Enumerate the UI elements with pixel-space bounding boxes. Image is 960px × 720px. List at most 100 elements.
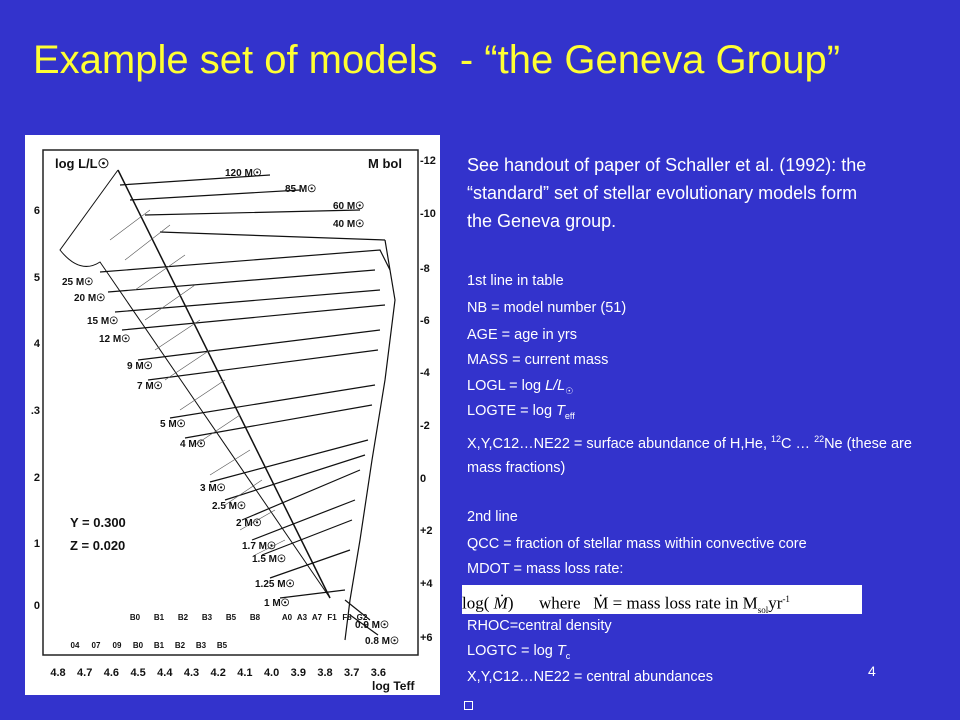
text: log( xyxy=(462,593,490,613)
text: LOGTC = log xyxy=(467,643,557,659)
text-line: QCC = fraction of stellar mass within co… xyxy=(467,536,807,552)
intro: See handout of paper of Schaller et al. … xyxy=(467,155,867,231)
tick: 6 xyxy=(34,205,40,217)
tick: 4.2 xyxy=(211,667,226,679)
figure-bg xyxy=(25,135,440,695)
text-line: X,Y,C12…NE22 = surface abundance of H,He… xyxy=(467,427,917,480)
tick: 4 xyxy=(34,338,41,350)
text-line: MASS = current mass xyxy=(467,352,608,368)
tick: 04 xyxy=(71,641,80,650)
text: LOGL = log xyxy=(467,378,546,394)
text: RHOC=central density xyxy=(467,618,612,634)
text: T xyxy=(556,643,566,659)
mass-label: 40 M☉ xyxy=(333,219,364,230)
tick: B2 xyxy=(178,613,189,622)
mass-label: 1.5 M☉ xyxy=(252,554,286,565)
formula: log( Ṁ) where Ṁ = mass loss rate in Msol… xyxy=(462,585,862,616)
mass-label: 9 M☉ xyxy=(127,361,153,372)
text: Ṁ xyxy=(493,593,508,613)
text: MDOT = mass loss rate: xyxy=(467,561,624,577)
mass-label: 1.25 M☉ xyxy=(255,579,295,590)
text-line: MDOT = mass loss rate: xyxy=(467,561,623,577)
tick: -12 xyxy=(420,155,436,167)
text: ☉ xyxy=(565,385,574,396)
text-line: 2nd line xyxy=(467,509,518,525)
mass-label: 20 M☉ xyxy=(74,293,105,304)
text: X,Y,C12…NE22 = surface abundance of H,He… xyxy=(467,435,772,452)
tick: F1 xyxy=(327,613,337,622)
text: C … xyxy=(781,435,815,452)
text: eff xyxy=(564,410,575,421)
tick: +6 xyxy=(420,632,433,644)
text: -1 xyxy=(782,594,790,604)
tick: A3 xyxy=(297,613,308,622)
tick: F8 xyxy=(342,613,352,622)
tick: -10 xyxy=(420,208,436,220)
mass-label: 3 M☉ xyxy=(200,483,226,494)
tick: +4 xyxy=(420,578,433,590)
text: Ne (these are mass fractions) xyxy=(467,435,912,476)
spectral-upper: B0 B1 B2 B3 B5 B8 A0 A3 A7 F1 F8 G2 xyxy=(130,613,368,622)
left-ticks: 6 5 4 .3 2 1 0 xyxy=(31,205,41,612)
tick: 3.7 xyxy=(344,667,359,679)
text: 2nd line xyxy=(467,509,518,525)
tick: -2 xyxy=(420,420,430,432)
tick: B3 xyxy=(202,613,213,622)
tick: B8 xyxy=(250,613,261,622)
mass-label: 0.8 M☉ xyxy=(365,636,399,647)
tick: 2 xyxy=(34,472,40,484)
text: sol xyxy=(757,605,769,616)
text: 12 xyxy=(771,434,782,444)
tick: 0 xyxy=(420,473,426,485)
tick: 5 xyxy=(34,272,40,284)
tick: B2 xyxy=(175,641,186,650)
right-ticks: -12 -10 -8 -6 -4 -2 0 +2 +4 +6 xyxy=(420,155,436,644)
mass-labels: 120 M☉ 85 M☉ 60 M☉ 40 M☉ 25 M☉ 20 M☉ 15 … xyxy=(62,168,399,647)
tick: B5 xyxy=(217,641,228,650)
tick: B0 xyxy=(133,641,144,650)
mass-label: 12 M☉ xyxy=(99,334,130,345)
text: MASS = current mass xyxy=(467,352,609,368)
text: c xyxy=(565,650,571,661)
hatching xyxy=(109,209,286,556)
tick: 4.4 xyxy=(157,667,173,679)
text: X,Y,C12…NE22 = central abundances xyxy=(467,669,713,685)
composition: Z = 0.020 xyxy=(70,538,125,553)
tick: B5 xyxy=(226,613,237,622)
page-number: 4 xyxy=(868,663,876,679)
tick: B1 xyxy=(154,641,165,650)
title: Example set of models - “the Geneva Grou… xyxy=(33,38,841,82)
tick: 4.8 xyxy=(50,667,65,679)
y2-label: M bol xyxy=(368,156,402,171)
tick: -6 xyxy=(420,315,430,327)
mass-label: 1 M☉ xyxy=(264,598,290,609)
text-line: LOGL = log L/L☉ xyxy=(467,378,573,397)
mass-label: 15 M☉ xyxy=(87,316,118,327)
tick: B3 xyxy=(196,641,207,650)
text: yr xyxy=(768,593,783,613)
tick: 3.8 xyxy=(317,667,332,679)
tick: 3.9 xyxy=(291,667,306,679)
tick: 3.6 xyxy=(371,667,386,679)
mass-label: 60 M☉ xyxy=(333,201,364,212)
tick: G2 xyxy=(357,613,368,622)
tracks xyxy=(59,169,396,641)
tick: A7 xyxy=(312,613,323,622)
text-line: NB = model number (51) xyxy=(467,300,626,316)
text: QCC = fraction of stellar mass within co… xyxy=(467,536,807,552)
tick: .3 xyxy=(31,405,40,417)
text: 22 xyxy=(814,434,825,444)
mass-label: 5 M☉ xyxy=(160,419,186,430)
tick: 4.5 xyxy=(130,667,145,679)
tick: 1 xyxy=(34,538,40,550)
x-label: log Teff xyxy=(372,679,415,693)
mass-label: 2 M☉ xyxy=(236,518,262,529)
text: NB = model number (51) xyxy=(467,300,627,316)
text: 1st line in table xyxy=(467,273,564,289)
mass-label: 7 M☉ xyxy=(137,381,163,392)
text: L/L xyxy=(545,378,566,394)
tick: -8 xyxy=(420,263,430,275)
spectral-lower: 04 07 09 B0 B1 B2 B3 B5 xyxy=(71,641,228,650)
tick: 4.3 xyxy=(184,667,199,679)
